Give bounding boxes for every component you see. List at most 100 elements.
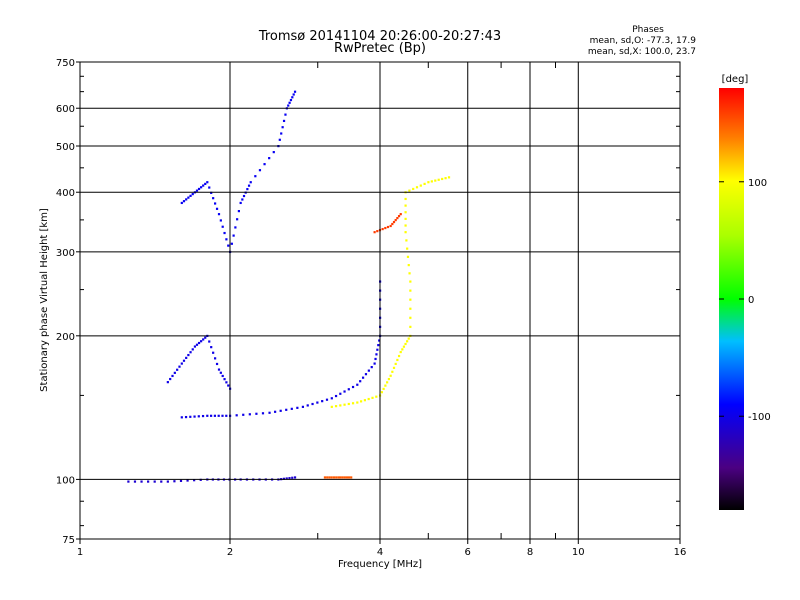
data-point [343, 476, 346, 479]
data-point [375, 395, 378, 398]
data-point [409, 316, 412, 319]
data-point [184, 415, 188, 419]
x-axis-ticks: 1 2 4 6 8 10 16 [77, 62, 686, 558]
data-point [197, 415, 200, 418]
data-point [263, 163, 266, 166]
data-point [396, 358, 399, 362]
data-point [242, 194, 246, 198]
data-point [232, 234, 235, 237]
data-point [326, 476, 329, 479]
data-point [189, 351, 192, 354]
data-point [402, 345, 406, 348]
data-point [225, 414, 228, 417]
colorbar-ticks: 100 0 -100 [719, 178, 771, 423]
data-point [341, 476, 344, 479]
data-point [284, 113, 287, 116]
y-tick-label: 300 [56, 248, 75, 259]
data-point [197, 341, 201, 345]
data-point [404, 217, 407, 220]
colorbar-tick-label: -100 [748, 412, 771, 423]
data-point [375, 353, 378, 356]
x-tick-label: 2 [227, 547, 233, 558]
data-point [441, 177, 444, 181]
data-point [285, 477, 288, 480]
data-point [204, 182, 207, 185]
data-point [423, 182, 426, 185]
data-point [291, 476, 294, 479]
data-point [173, 480, 176, 483]
data-point [210, 346, 213, 349]
data-point [178, 365, 181, 368]
data-point [206, 414, 209, 417]
data-point [408, 189, 411, 192]
data-point [404, 342, 407, 346]
data-point [306, 404, 309, 407]
y-tick-label: 400 [56, 188, 75, 199]
data-point [334, 394, 338, 398]
data-point [361, 376, 365, 379]
data-point [227, 384, 230, 387]
data-point [405, 239, 408, 242]
data-point [206, 181, 209, 184]
data-point [323, 476, 327, 479]
data-point [285, 408, 288, 411]
stats-x-mode: mean, sd,X: 100.0, 23.7 [588, 47, 696, 57]
data-point [210, 191, 213, 194]
data-point [225, 238, 228, 241]
data-point [345, 476, 349, 479]
data-point [391, 370, 394, 373]
data-point [221, 374, 224, 378]
data-point [213, 414, 216, 417]
data-point [176, 368, 179, 371]
data-point [242, 413, 245, 416]
data-point [219, 371, 222, 374]
data-point [343, 403, 346, 406]
data-point [217, 414, 220, 417]
data-point [185, 198, 188, 201]
stats-heading: Phases [632, 25, 664, 35]
data-point [133, 480, 137, 483]
data-point [374, 357, 377, 361]
stats-o-mode: mean, sd,O: -77.3, 17.9 [590, 36, 697, 46]
data-point [325, 398, 329, 401]
data-point [301, 405, 305, 408]
data-point [444, 177, 447, 180]
data-point [171, 374, 174, 378]
data-point [223, 231, 226, 235]
data-point [254, 175, 257, 178]
chart-subtitle: RwPretec (Bp) [334, 41, 426, 56]
data-point [258, 169, 262, 172]
data-point [282, 477, 286, 480]
data-points [127, 90, 451, 483]
data-point [291, 96, 294, 99]
data-point [189, 194, 192, 197]
data-point [255, 412, 258, 415]
data-point [347, 476, 351, 479]
data-point [246, 188, 249, 191]
chart-title: Tromsø 20141104 20:26:00-20:27:43 [258, 29, 501, 44]
data-point [419, 184, 422, 187]
data-point [209, 414, 213, 417]
data-point [328, 476, 331, 479]
colorbar-tick-label: 100 [748, 178, 767, 189]
y-axis-ticks: 75 100 200 300 400 500 600 750 [56, 58, 680, 546]
data-point [213, 357, 217, 360]
data-point [195, 343, 199, 346]
data-point [404, 197, 407, 201]
data-point [415, 186, 419, 189]
data-point [404, 211, 407, 214]
data-point [397, 215, 401, 218]
data-point [430, 180, 433, 183]
data-point [406, 255, 410, 258]
data-point [367, 397, 370, 401]
data-point [288, 477, 291, 480]
data-point [321, 400, 324, 403]
data-point [217, 213, 221, 216]
data-point [386, 225, 390, 229]
data-point [221, 414, 224, 417]
data-point [404, 231, 407, 234]
data-point [343, 390, 346, 393]
data-point [387, 377, 390, 381]
data-point [391, 222, 394, 226]
